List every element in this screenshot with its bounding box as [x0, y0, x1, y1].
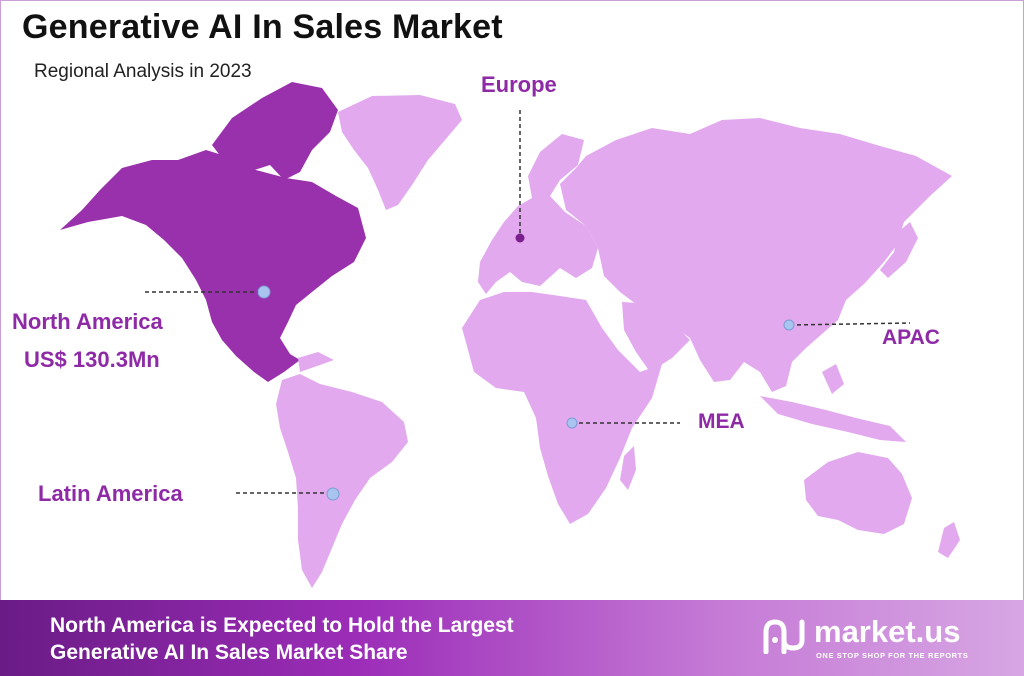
asia-shape — [560, 118, 952, 392]
footer-banner: North America is Expected to Hold the La… — [0, 600, 1024, 676]
japan-shape — [880, 222, 918, 278]
arctic-islands-shape — [212, 82, 338, 180]
footer-line-2: Generative AI In Sales Market Share — [50, 641, 408, 664]
apac-leader-line — [789, 322, 911, 326]
north-america-label: North America — [12, 309, 163, 334]
latin-america-label: Latin America — [38, 481, 183, 506]
page-title: Generative AI In Sales Market — [22, 8, 503, 46]
brand-tagline: ONE STOP SHOP FOR THE REPORTS — [816, 651, 969, 660]
southeast-asia-islands-shape — [760, 364, 906, 442]
arabia-shape — [622, 302, 690, 372]
europe-marker — [515, 233, 525, 243]
latin-america-marker — [326, 487, 340, 501]
brand-block: market.us ONE STOP SHOP FOR THE REPORTS — [762, 614, 1002, 664]
europe-label: Europe — [481, 72, 557, 97]
new-zealand-shape — [938, 522, 960, 558]
brand-logo-icon — [763, 619, 805, 654]
page-subtitle: Regional Analysis in 2023 — [34, 61, 252, 82]
madagascar-shape — [620, 446, 636, 490]
brand-name: market.us — [814, 614, 961, 649]
africa-shape — [462, 292, 662, 524]
north-america-value: US$ 130.3Mn — [24, 347, 160, 372]
europe-shape — [478, 134, 598, 294]
apac-label: APAC — [882, 326, 940, 349]
mea-marker — [566, 417, 578, 429]
footer-line-1: North America is Expected to Hold the La… — [50, 614, 514, 637]
australia-shape — [804, 452, 912, 534]
mea-label: MEA — [698, 410, 745, 433]
apac-marker — [783, 319, 795, 331]
north-america-marker — [257, 285, 271, 299]
footer-message: North America is Expected to Hold the La… — [50, 612, 514, 666]
world-map — [60, 82, 960, 588]
greenland-shape — [338, 95, 462, 210]
north-america-shape — [60, 150, 366, 382]
latin-america-shape — [276, 352, 408, 588]
